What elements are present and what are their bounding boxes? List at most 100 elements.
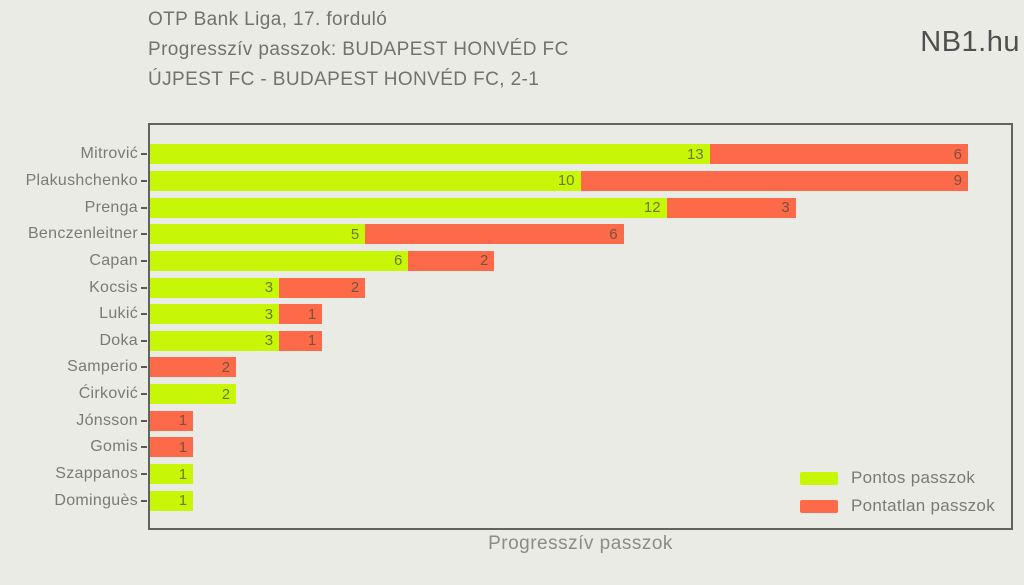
bar-segment-pontatlan: 6 (709, 144, 968, 165)
bar-value-label: 2 (350, 279, 360, 297)
y-tick (141, 206, 147, 209)
bar-row: Benczenleitner 5 6 (28, 221, 1011, 248)
bar-value-label: 9 (953, 172, 962, 190)
bar-row: Dominguès 1 (54, 487, 1011, 514)
legend-label-pontatlan: Pontatlan passzok (850, 496, 995, 515)
y-tick (141, 473, 147, 475)
bar-value-label: 5 (350, 225, 360, 243)
bar-segment-pontos: 3 (150, 330, 280, 351)
legend-swatch-pontatlan (799, 499, 838, 513)
bar-value-label: 1 (178, 492, 188, 510)
bar-row: Ćirković 2 (79, 381, 1011, 408)
bar-segment-pontos: 2 (150, 384, 237, 405)
bar-segment-pontos: 1 (150, 464, 194, 484)
y-tick (141, 499, 147, 502)
bar-value-label: 3 (264, 279, 274, 297)
bar-segment-pontatlan: 1 (279, 330, 323, 351)
bar-row: Plakushchenko 10 9 (26, 168, 1011, 195)
bar-segment-pontos: 13 (150, 144, 710, 165)
bar-segment-pontatlan: 1 (150, 410, 194, 431)
bar-row: Capan 6 2 (89, 248, 1011, 275)
bar-row: Jónsson 1 (76, 407, 1011, 434)
y-axis-label: Gomis (90, 438, 138, 456)
legend-swatch-pontos (799, 471, 838, 485)
bar-segment-pontos: 10 (150, 170, 581, 191)
y-axis-label: Kocsis (89, 278, 138, 296)
bar-value-label: 10 (557, 172, 575, 190)
bar-segment-pontos: 3 (150, 277, 280, 298)
title-line-metric: Progresszív passzok: BUDAPEST HONVÉD FC (148, 39, 569, 60)
plot-area: Mitrović 13 6 Plakushchenko 10 9 Prenga 12 3 Benc… (26, 123, 1013, 530)
y-tick (141, 419, 147, 422)
y-axis-label: Doka (99, 331, 138, 349)
bar-value-label: 3 (781, 199, 790, 217)
y-axis-label: Dominguès (54, 491, 138, 509)
chart-titles: OTP Bank Liga, 17. forduló Progresszív p… (148, 5, 569, 95)
bar-value-label: 1 (178, 465, 188, 483)
bar-row: Doka 3 1 (99, 327, 1011, 354)
bar-row: Prenga 12 3 (85, 194, 1011, 221)
y-tick (141, 259, 147, 262)
bar-segment-pontatlan: 9 (580, 170, 968, 191)
bar-segment-pontatlan: 2 (150, 357, 237, 378)
bar-value-label: 1 (307, 305, 317, 323)
bar-row: Samperio 2 (67, 354, 1011, 381)
title-line-match: ÚJPEST FC - BUDAPEST HONVÉD FC, 2-1 (148, 69, 540, 90)
bar-segment-pontatlan: 2 (408, 250, 495, 271)
bar-segment-pontatlan: 3 (666, 197, 796, 218)
bar-segment-pontos: 1 (150, 490, 194, 511)
y-tick (141, 366, 147, 369)
bar-value-label: 1 (178, 438, 188, 456)
bar-value-label: 6 (953, 145, 962, 163)
bar-value-label: 2 (480, 252, 489, 270)
bar-segment-pontatlan: 2 (279, 277, 366, 298)
y-tick (141, 153, 147, 156)
bar-segment-pontos: 12 (150, 197, 667, 218)
bar-segment-pontos: 3 (150, 304, 280, 325)
bar-row: Gomis 1 (90, 434, 1011, 461)
bar-row: Mitrović 13 6 (80, 141, 1011, 168)
y-axis-label: Jónsson (76, 411, 138, 429)
x-axis-label: Progresszív passzok (488, 533, 673, 554)
y-tick (141, 179, 147, 182)
bar-row: Lukić 3 1 (99, 301, 1011, 328)
bar-row: Kocsis 3 2 (89, 274, 1011, 301)
bar-value-label: 2 (221, 358, 231, 376)
brand-logo: NB1.hu (920, 26, 1020, 58)
bar-value-label: 6 (393, 252, 403, 270)
y-tick (141, 446, 147, 449)
bar-value-label: 2 (221, 385, 231, 403)
bar-segment-pontatlan: 1 (279, 304, 323, 325)
y-axis-label: Ćirković (78, 385, 138, 403)
bar-value-label: 12 (643, 199, 661, 217)
y-axis-label: Lukić (99, 305, 138, 323)
y-axis-label: Capan (89, 251, 138, 269)
bar-value-label: 6 (609, 225, 618, 243)
y-axis-label: Szappanos (55, 465, 138, 482)
title-line-competition: OTP Bank Liga, 17. forduló (148, 9, 388, 30)
y-axis-label: Benczenleitner (27, 225, 138, 243)
bar-value-label: 3 (264, 305, 274, 323)
y-axis-label: Mitrović (80, 145, 138, 163)
bar-segment-pontatlan: 1 (150, 437, 194, 458)
bar-segment-pontos: 6 (150, 250, 409, 271)
bar-segment-pontatlan: 6 (365, 224, 624, 245)
legend: Pontos passzok Pontatlan passzok (799, 468, 995, 516)
bar-row: Szappanos 1 (55, 461, 1011, 488)
y-axis-label: Prenga (84, 198, 138, 216)
y-tick (141, 339, 147, 342)
legend-item-pontatlan: Pontatlan passzok (799, 496, 995, 516)
bar-value-label: 13 (686, 145, 704, 163)
y-axis-label: Plakushchenko (25, 171, 138, 189)
bar-rows-container: Mitrović 13 6 Plakushchenko 10 9 Prenga 12 3 Benc… (26, 125, 1011, 528)
bar-value-label: 3 (264, 332, 274, 350)
legend-label-pontos: Pontos passzok (850, 468, 976, 487)
bar-segment-pontos: 5 (150, 224, 366, 245)
legend-item-pontos: Pontos passzok (799, 468, 995, 488)
y-axis-label: Samperio (67, 358, 138, 376)
y-tick (141, 313, 147, 316)
y-tick (141, 286, 147, 289)
bar-value-label: 1 (178, 412, 188, 430)
bar-value-label: 1 (307, 332, 317, 350)
